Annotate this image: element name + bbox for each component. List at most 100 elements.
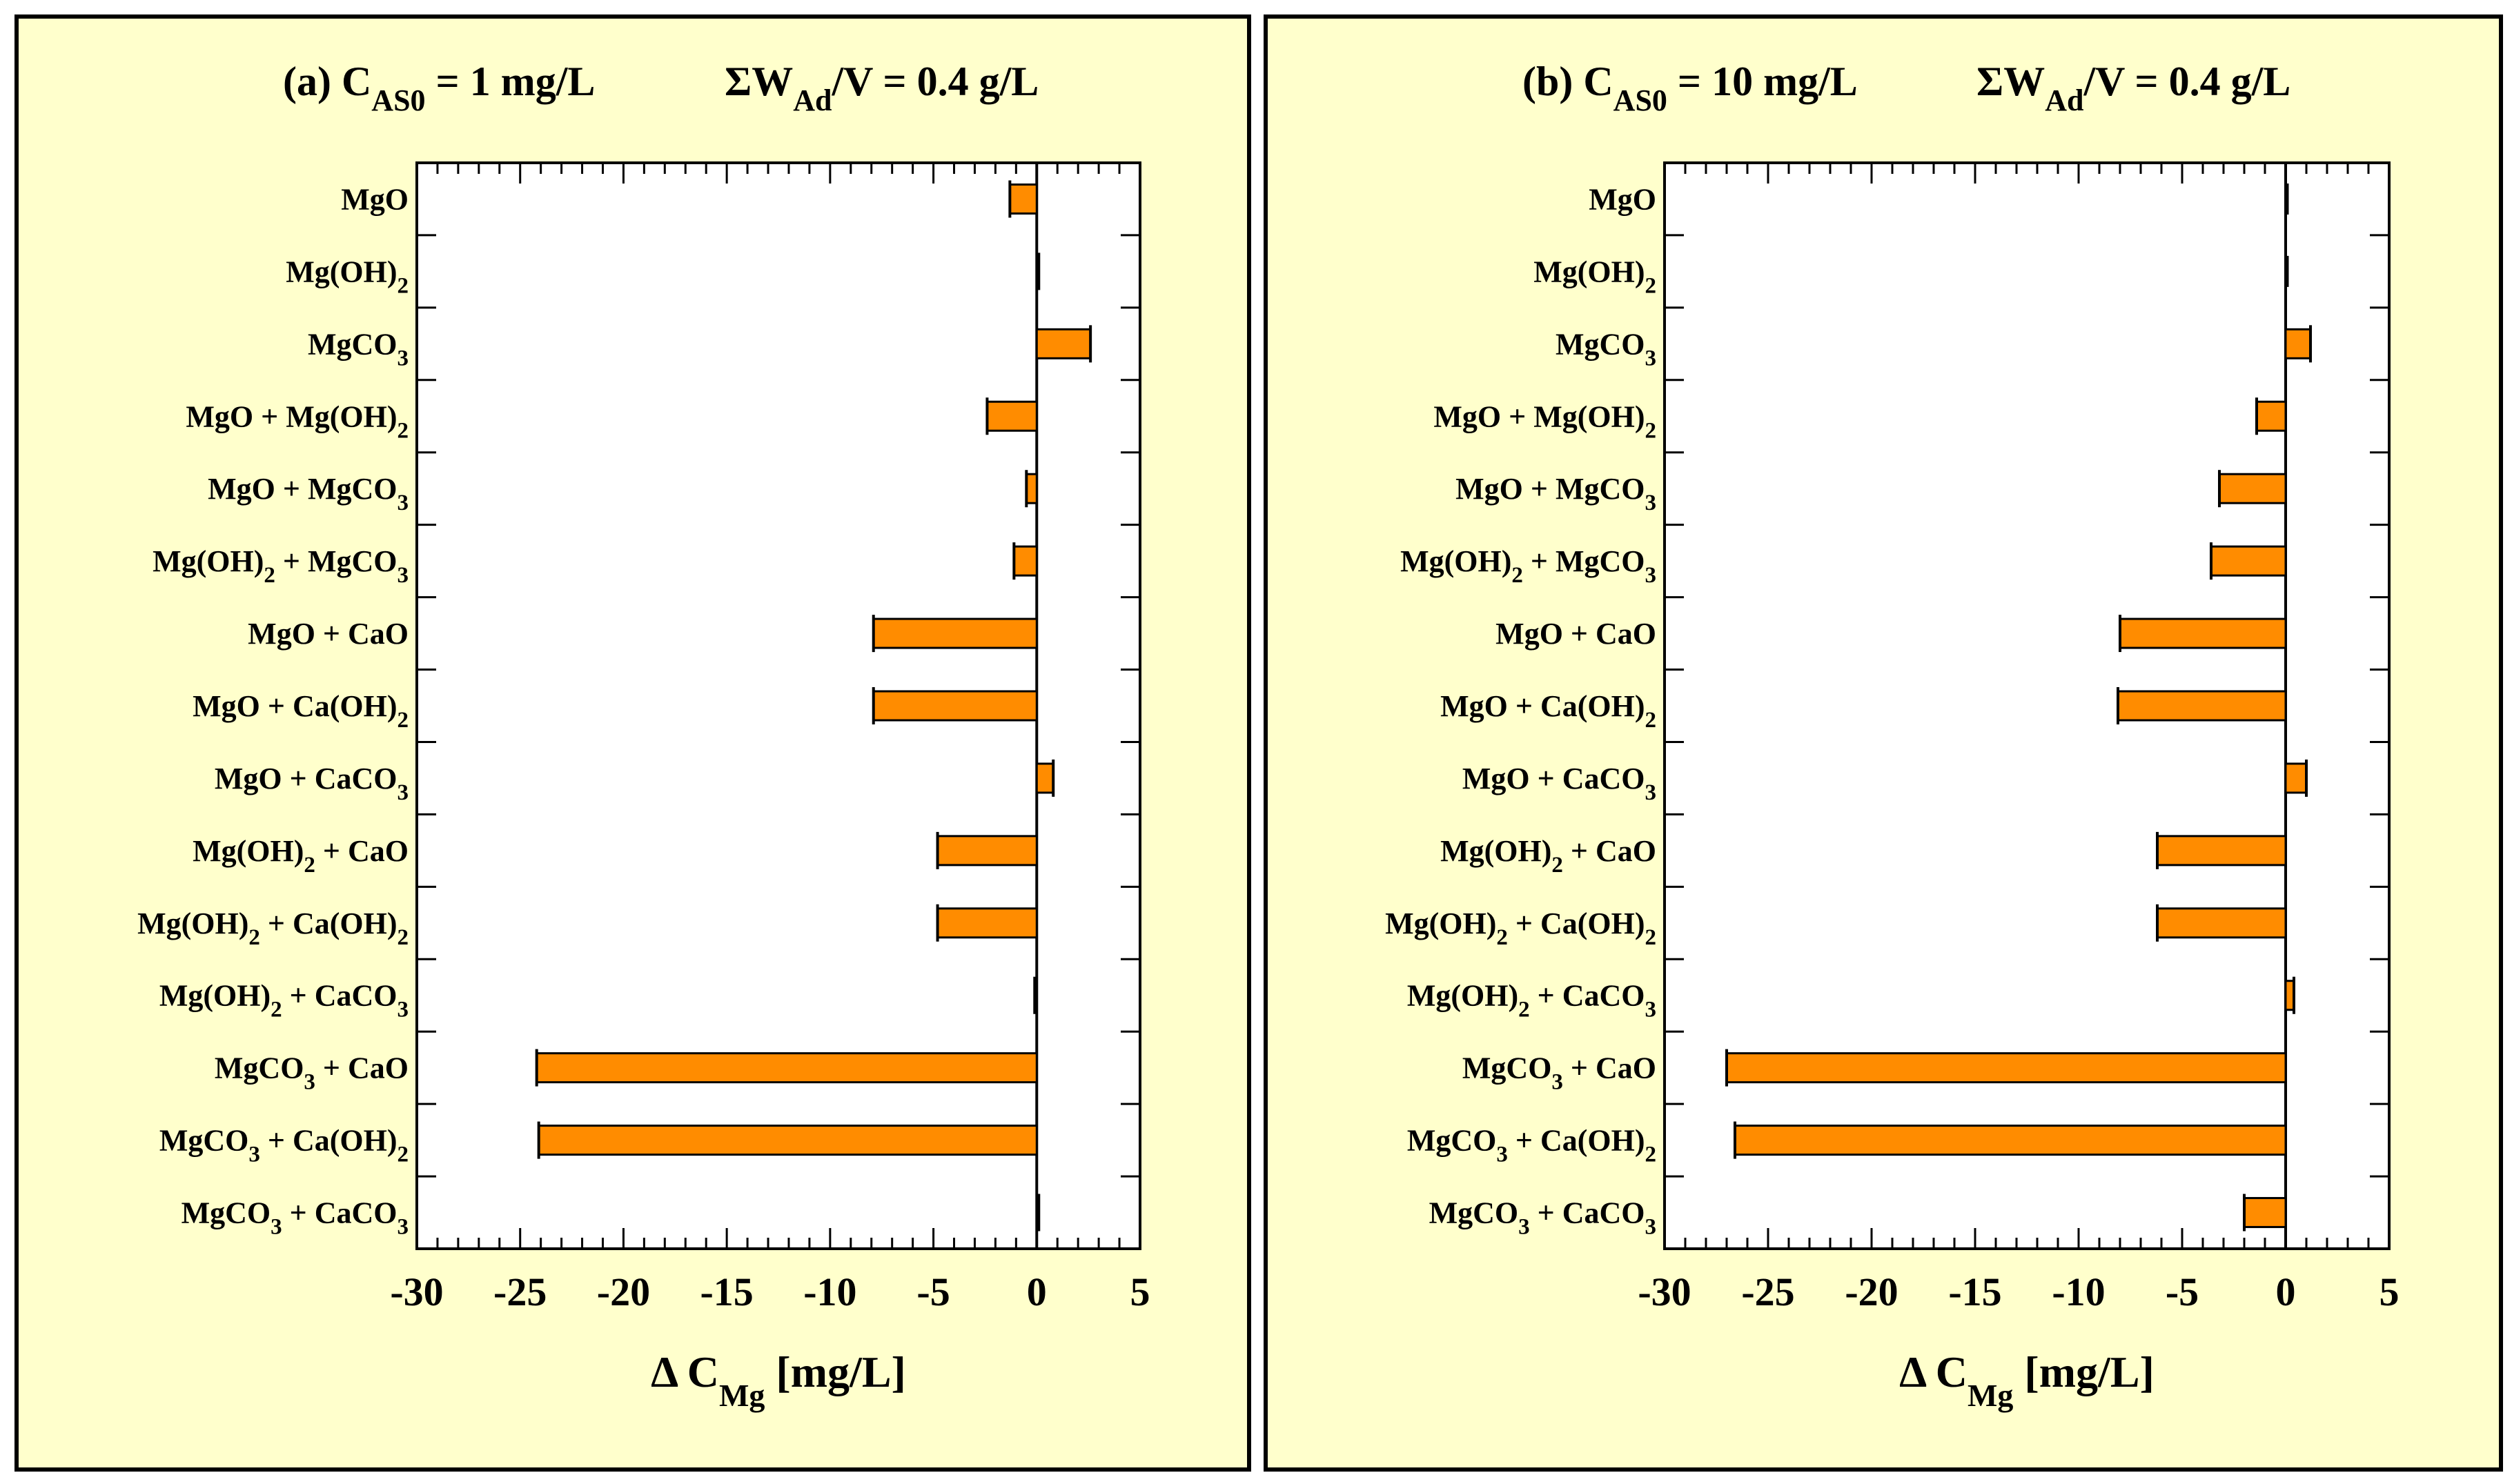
category-rest: + Ca(OH): [260, 907, 398, 940]
category-subscript: 3: [1551, 1070, 1563, 1095]
x-tick-label: -10: [2052, 1269, 2105, 1314]
category-main: Mg(OH): [159, 979, 271, 1013]
bar: [936, 907, 1038, 939]
category-subscript: 3: [398, 346, 409, 370]
bar: [2119, 617, 2287, 649]
delta-symbol: Δ: [1899, 1347, 1927, 1396]
category-rest: + CaCO: [1530, 1196, 1645, 1230]
category-subscript: 3: [271, 1215, 282, 1240]
bar: [2210, 545, 2287, 577]
category-label: MgO + Ca(OH)2: [193, 689, 409, 733]
bar: [2117, 690, 2287, 722]
xlabel-c: C: [1936, 1347, 1968, 1396]
category-subscript: 2: [248, 925, 260, 950]
title-prefix: (a) C: [283, 59, 371, 104]
category-subscript: 2: [398, 708, 409, 733]
category-subscript: 3: [1645, 780, 1657, 805]
category-label: MgO + MgCO3: [208, 472, 409, 515]
bar: [2243, 1197, 2287, 1229]
bar: [2156, 907, 2287, 939]
title-w: W: [2003, 59, 2045, 104]
category-rest: + CaO: [1563, 834, 1656, 868]
x-tick-label: -20: [597, 1269, 650, 1314]
category-subscript: 2: [1645, 925, 1657, 950]
bar: [872, 690, 1038, 722]
category-subscript: 3: [1645, 563, 1657, 588]
bar: [2284, 328, 2312, 359]
category-label: MgCO3 + CaCO3: [1429, 1196, 1656, 1240]
category-rest: + MgCO: [1523, 544, 1645, 578]
category-subscript: 3: [248, 1142, 260, 1167]
category-subscript: 2: [1551, 853, 1563, 878]
sigma-symbol: Σ: [725, 59, 752, 104]
category-main: Mg(OH): [1533, 255, 1645, 288]
bar: [1035, 328, 1092, 359]
x-axis-label: Δ CMg [mg/L]: [1899, 1347, 2155, 1413]
category-subscript: 2: [1496, 925, 1508, 950]
category-label: MgCO3 + Ca(OH)2: [159, 1124, 409, 1167]
category-main: Mg(OH): [137, 907, 248, 940]
chart-title-ratio: ΣWAd/V = 0.4 g/L: [1976, 59, 2290, 117]
x-tick-label: -30: [1638, 1269, 1691, 1314]
category-subscript: 2: [1645, 708, 1657, 733]
x-tick-label: -25: [493, 1269, 547, 1314]
category-label: MgO: [1589, 182, 1656, 216]
category-rest: + CaCO: [282, 1196, 398, 1230]
title-subscript: Ad: [793, 83, 832, 117]
title-prefix: (b) C: [1522, 59, 1613, 104]
category-label: MgCO3 + CaO: [1462, 1051, 1656, 1095]
category-subscript: 3: [1645, 491, 1657, 515]
title-suffix: /V = 0.4 g/L: [831, 59, 1039, 104]
category-rest: + Ca(OH): [260, 1124, 398, 1158]
category-rest: + CaO: [315, 1051, 409, 1085]
category-subscript: 3: [398, 491, 409, 515]
x-tick-label: -25: [1741, 1269, 1794, 1314]
category-subscript: 2: [271, 998, 282, 1022]
xlabel-c: C: [687, 1347, 719, 1396]
bar: [1025, 473, 1038, 504]
category-main: MgO + Mg(OH): [1433, 399, 1645, 433]
chart-title: (a) CAS0 = 1 mg/L: [283, 59, 595, 117]
title-w: W: [752, 59, 793, 104]
category-label: MgO + Mg(OH)2: [1433, 399, 1656, 443]
title-subscript: AS0: [371, 83, 425, 117]
category-label: MgCO3 + CaCO3: [181, 1196, 409, 1240]
category-subscript: 3: [1645, 346, 1657, 370]
category-rest: + Ca(OH): [1508, 1124, 1645, 1158]
bar: [1725, 1052, 2287, 1084]
category-label: MgCO3 + CaO: [215, 1051, 409, 1095]
category-subscript: 2: [1645, 1142, 1657, 1167]
category-subscript: 3: [1518, 1215, 1530, 1240]
category-main: Mg(OH): [1440, 834, 1551, 868]
category-rest: + CaCO: [282, 979, 398, 1013]
category-main: MgCO: [215, 1051, 304, 1085]
bar: [1008, 183, 1038, 215]
category-main: MgO + CaCO: [215, 762, 398, 795]
x-tick-label: 0: [2276, 1269, 2296, 1314]
x-tick-label: 0: [1027, 1269, 1047, 1314]
xlabel-unit: [mg/L]: [776, 1347, 905, 1396]
space: [2013, 1347, 2024, 1396]
category-label: MgO + CaCO3: [1462, 762, 1656, 805]
xlabel-subscript: Mg: [1968, 1378, 2013, 1413]
category-label: MgO + Mg(OH)2: [186, 399, 409, 443]
bar: [2218, 473, 2287, 504]
category-main: MgCO: [159, 1124, 249, 1158]
bar: [985, 400, 1038, 432]
chart-title-ratio: ΣWAd/V = 0.4 g/L: [725, 59, 1039, 117]
category-main: MgO + CaO: [248, 617, 409, 651]
bar: [2284, 762, 2308, 794]
category-subscript: 3: [304, 1070, 315, 1095]
bar: [872, 617, 1038, 649]
xlabel-unit: [mg/L]: [2024, 1347, 2154, 1396]
category-subscript: 2: [398, 418, 409, 443]
category-main: MgCO: [1429, 1196, 1519, 1230]
category-rest: + Ca(OH): [1508, 907, 1645, 940]
category-rest: + CaO: [315, 834, 409, 868]
x-tick-label: -5: [916, 1269, 950, 1314]
category-rest: + CaCO: [1530, 979, 1645, 1013]
delta-symbol: Δ: [651, 1347, 678, 1396]
category-main: MgO: [1589, 182, 1656, 216]
x-tick-label: 5: [1130, 1269, 1150, 1314]
bar: [2156, 835, 2287, 867]
